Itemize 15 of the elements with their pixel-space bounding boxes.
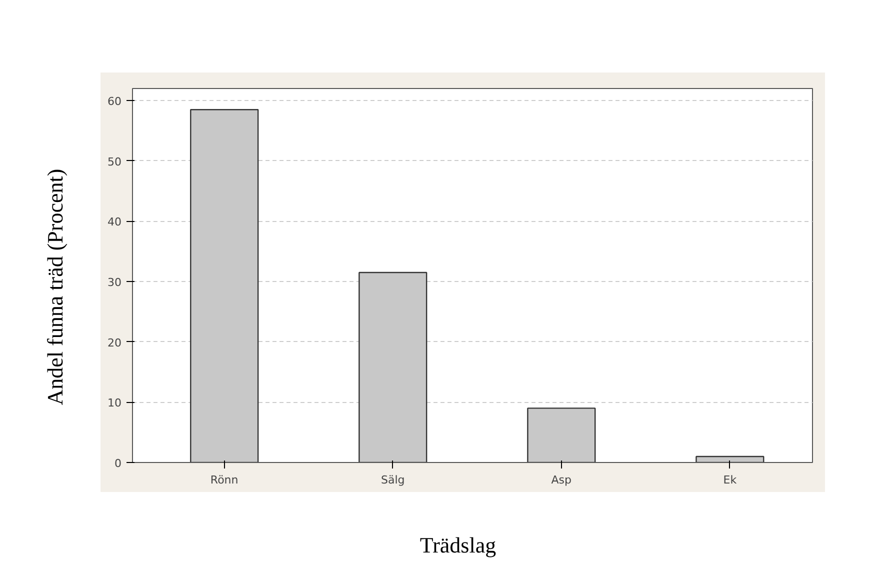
y-tick-label: 40 [108, 216, 122, 229]
y-tick-label: 0 [114, 457, 122, 470]
y-axis-title: Andel funna träd (Procent) [41, 168, 68, 406]
x-tick-label: Ek [723, 474, 738, 486]
y-tick-label: 60 [108, 95, 122, 108]
x-axis-title: Trädslag [420, 531, 496, 560]
bar [696, 456, 764, 462]
y-tick-label: 30 [108, 276, 122, 290]
x-tick-label: Rönn [210, 474, 238, 486]
x-tick-label: Sälg [380, 474, 405, 486]
y-tick-label: 20 [108, 336, 122, 350]
x-tick-label: Asp [551, 474, 572, 486]
y-tick-label: 50 [108, 155, 122, 168]
y-tick-label: 10 [108, 396, 122, 410]
bar [527, 408, 596, 462]
